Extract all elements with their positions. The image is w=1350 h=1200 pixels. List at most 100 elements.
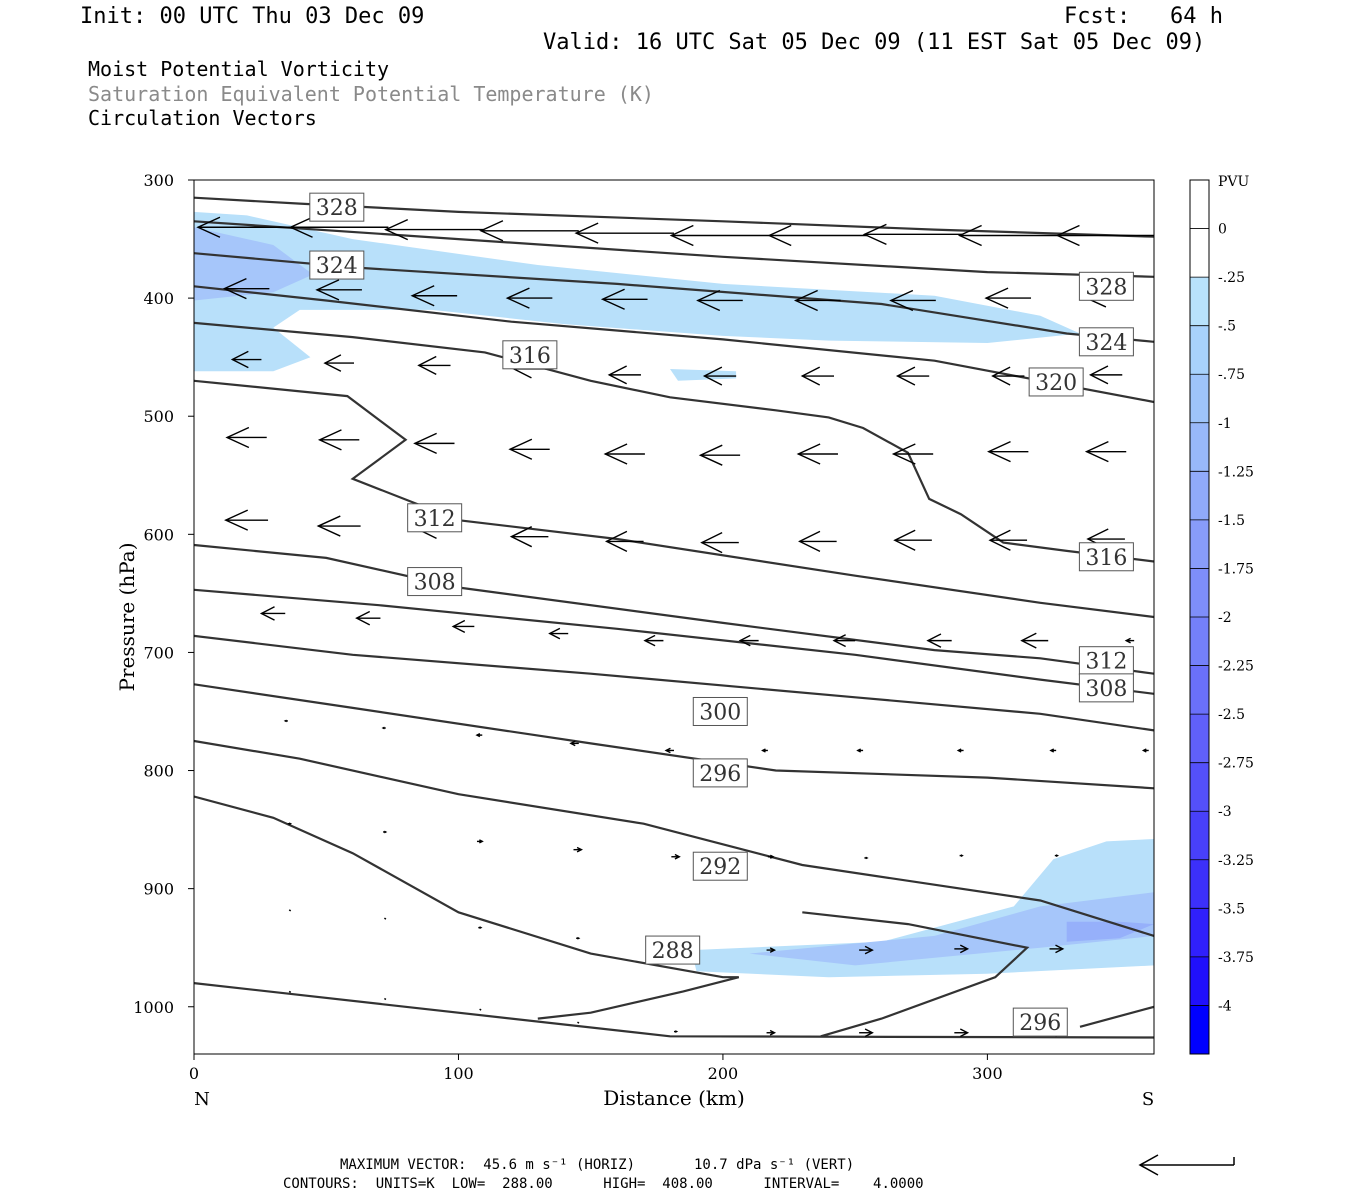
svg-text:324: 324 <box>1085 331 1127 356</box>
circulation-vector-2 <box>384 218 484 241</box>
circulation-vector-73 <box>573 846 583 853</box>
circulation-vector-9 <box>1055 224 1154 247</box>
circulation-vector-28 <box>991 366 1025 386</box>
colorbar-swatch-3 <box>1190 325 1209 375</box>
circulation-vector-57 <box>926 633 952 648</box>
pv-shade-region-4 <box>749 892 1154 966</box>
colorbar-swatch-2 <box>1190 277 1209 326</box>
plot-frame <box>193 179 1155 1055</box>
title-mpv: Moist Potential Vorticity <box>88 57 390 81</box>
circulation-vector-10 <box>222 278 270 300</box>
circulation-vector-71 <box>383 830 388 834</box>
colorbar-swatch-12 <box>1190 762 1209 812</box>
svg-text:316: 316 <box>1085 546 1127 571</box>
circulation-vector-48 <box>988 529 1028 551</box>
theta-es-contour-296-9 <box>194 683 1154 790</box>
colorbar-swatch-1 <box>1190 228 1209 278</box>
circulation-vector-91 <box>577 1021 580 1024</box>
circulation-vector-67 <box>956 748 964 753</box>
circulation-vector-18 <box>984 287 1032 309</box>
svg-text:320: 320 <box>1035 371 1077 396</box>
circulation-vector-51 <box>355 610 381 626</box>
y-tick-label-600: 600 <box>143 525 174 544</box>
circulation-vector-50 <box>259 606 286 621</box>
theta-es-contour-296-10 <box>194 739 1154 937</box>
colorbar-tick-label-15: -3.75 <box>1218 950 1254 966</box>
circulation-vector-75 <box>767 854 775 859</box>
circulation-vector-30 <box>225 426 267 449</box>
circulation-vector-89 <box>383 997 387 1001</box>
circulation-vector-37 <box>891 443 934 465</box>
circulation-vector-26 <box>800 366 834 386</box>
circulation-vector-77 <box>959 854 964 857</box>
colorbar-tick-label-14: -3.5 <box>1218 901 1245 917</box>
circulation-vector-38 <box>987 441 1029 463</box>
circulation-vector-29 <box>1088 365 1123 385</box>
colorbar-tick-label-1: -.25 <box>1218 270 1245 286</box>
colorbar-tick-label-9: -2.25 <box>1218 659 1254 675</box>
svg-text:312: 312 <box>414 507 456 532</box>
circulation-vector-33 <box>508 438 550 460</box>
circulation-vector-41 <box>316 515 361 537</box>
circulation-vector-17 <box>889 289 936 312</box>
colorbar-swatch-13 <box>1190 811 1209 861</box>
circulation-vector-52 <box>451 619 475 633</box>
colorbar-swatch-16 <box>1190 956 1209 1006</box>
pv-shade-region-5 <box>1066 921 1154 942</box>
circulation-vector-64 <box>664 747 674 754</box>
circulation-vector-24 <box>607 365 641 385</box>
circulation-vector-62 <box>475 733 483 738</box>
north-label: N <box>194 1089 210 1110</box>
circulation-vector-7 <box>862 223 963 245</box>
circulation-vector-20 <box>230 350 262 369</box>
x-tick-label-0: 0 <box>189 1064 199 1083</box>
svg-text:296: 296 <box>1019 1011 1061 1036</box>
circulation-vector-47 <box>893 529 932 551</box>
svg-text:292: 292 <box>699 855 741 880</box>
colorbar-swatch-9 <box>1190 617 1209 666</box>
circulation-vector-43 <box>509 526 549 548</box>
svg-text:308: 308 <box>1085 677 1127 702</box>
circulation-vector-25 <box>702 366 737 386</box>
circulation-vector-78 <box>1054 854 1060 857</box>
circulation-vector-11 <box>315 279 362 301</box>
y-tick-label-400: 400 <box>143 289 174 308</box>
circulation-vector-6 <box>767 224 868 247</box>
circulation-vector-56 <box>832 634 856 648</box>
circulation-vector-39 <box>1084 441 1127 463</box>
south-label: S <box>1142 1089 1154 1110</box>
theta-es-contour-312-5 <box>194 379 1154 619</box>
circulation-vector-94 <box>859 1028 874 1038</box>
circulation-vector-87 <box>1049 944 1065 954</box>
contour-label-308-4: 308 <box>407 567 463 597</box>
colorbar-tick-label-8: -2 <box>1218 610 1232 626</box>
circulation-vector-72 <box>476 839 484 844</box>
circulation-vector-1 <box>288 216 389 238</box>
circulation-vector-4 <box>574 222 674 244</box>
circulation-vector-79 <box>288 909 292 912</box>
circulation-vector-46 <box>798 530 837 553</box>
contour-label-324-10: 324 <box>1078 327 1134 357</box>
circulation-vector-59 <box>1124 637 1135 644</box>
colorbar-tick-label-7: -1.75 <box>1218 561 1254 577</box>
colorbar-tick-label-3: -.75 <box>1218 367 1245 383</box>
svg-text:308: 308 <box>414 571 456 596</box>
circulation-vector-70 <box>287 822 293 826</box>
theta-es-contour-300-8 <box>194 634 1154 732</box>
circulation-vector-45 <box>700 531 739 554</box>
colorbar-swatch-17 <box>1190 1005 1209 1055</box>
circulation-vector-5 <box>669 224 770 247</box>
colorbar-tick-label-16: -4 <box>1218 998 1232 1014</box>
circulation-vector-55 <box>738 634 759 647</box>
colorbar-swatch-4 <box>1190 374 1209 424</box>
colorbar-swatch-15 <box>1190 908 1209 958</box>
circulation-vector-61 <box>381 726 386 730</box>
circulation-vector-84 <box>766 947 777 953</box>
colorbar-swatch-10 <box>1190 665 1209 715</box>
y-tick-label-300: 300 <box>143 171 174 190</box>
title-thetaes: Saturation Equivalent Potential Temperat… <box>88 82 654 106</box>
theta-es-contour-292-13 <box>802 911 1030 1038</box>
contour-label-316-12: 316 <box>1078 542 1134 572</box>
svg-text:328: 328 <box>316 196 358 221</box>
y-axis-label: Pressure (hPa) <box>115 543 139 692</box>
